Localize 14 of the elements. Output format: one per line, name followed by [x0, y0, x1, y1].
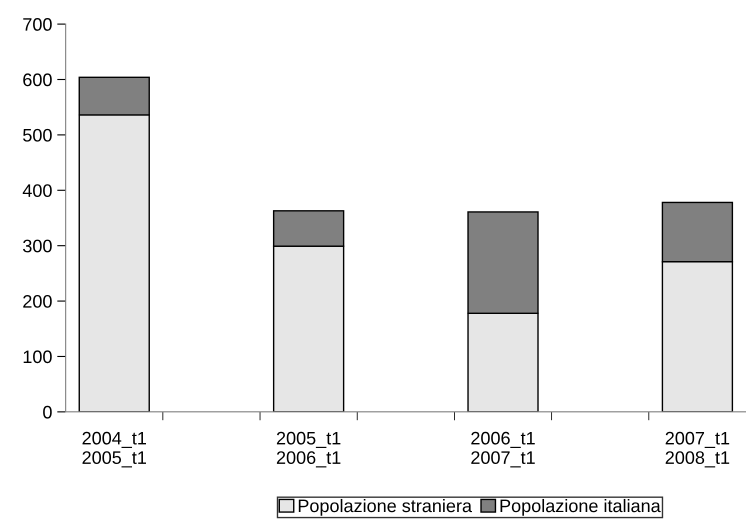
y-tick-label: 100: [24, 350, 52, 364]
y-tick-label: 300: [23, 240, 52, 252]
legend-label: Popolazione italiana: [500, 498, 661, 516]
y-tick-label: 400: [22, 184, 52, 198]
x-tick-label: 2004_t1 2005_t1: [82, 432, 146, 468]
y-tick-label: 700: [23, 18, 52, 31]
y-tick-label: 600: [23, 73, 52, 86]
x-tick-label: 2005_t1 2006_t1: [276, 432, 340, 468]
y-tick-label: 200: [23, 295, 52, 308]
x-tick-label: 2006_t1 2007_t1: [471, 432, 535, 468]
legend-label: Popolazione straniera: [298, 498, 472, 516]
y-tick-label: 500: [23, 128, 52, 142]
y-tick-label: 0: [43, 406, 52, 419]
x-tick-label: 2007_t1 2008_t1: [666, 432, 730, 468]
